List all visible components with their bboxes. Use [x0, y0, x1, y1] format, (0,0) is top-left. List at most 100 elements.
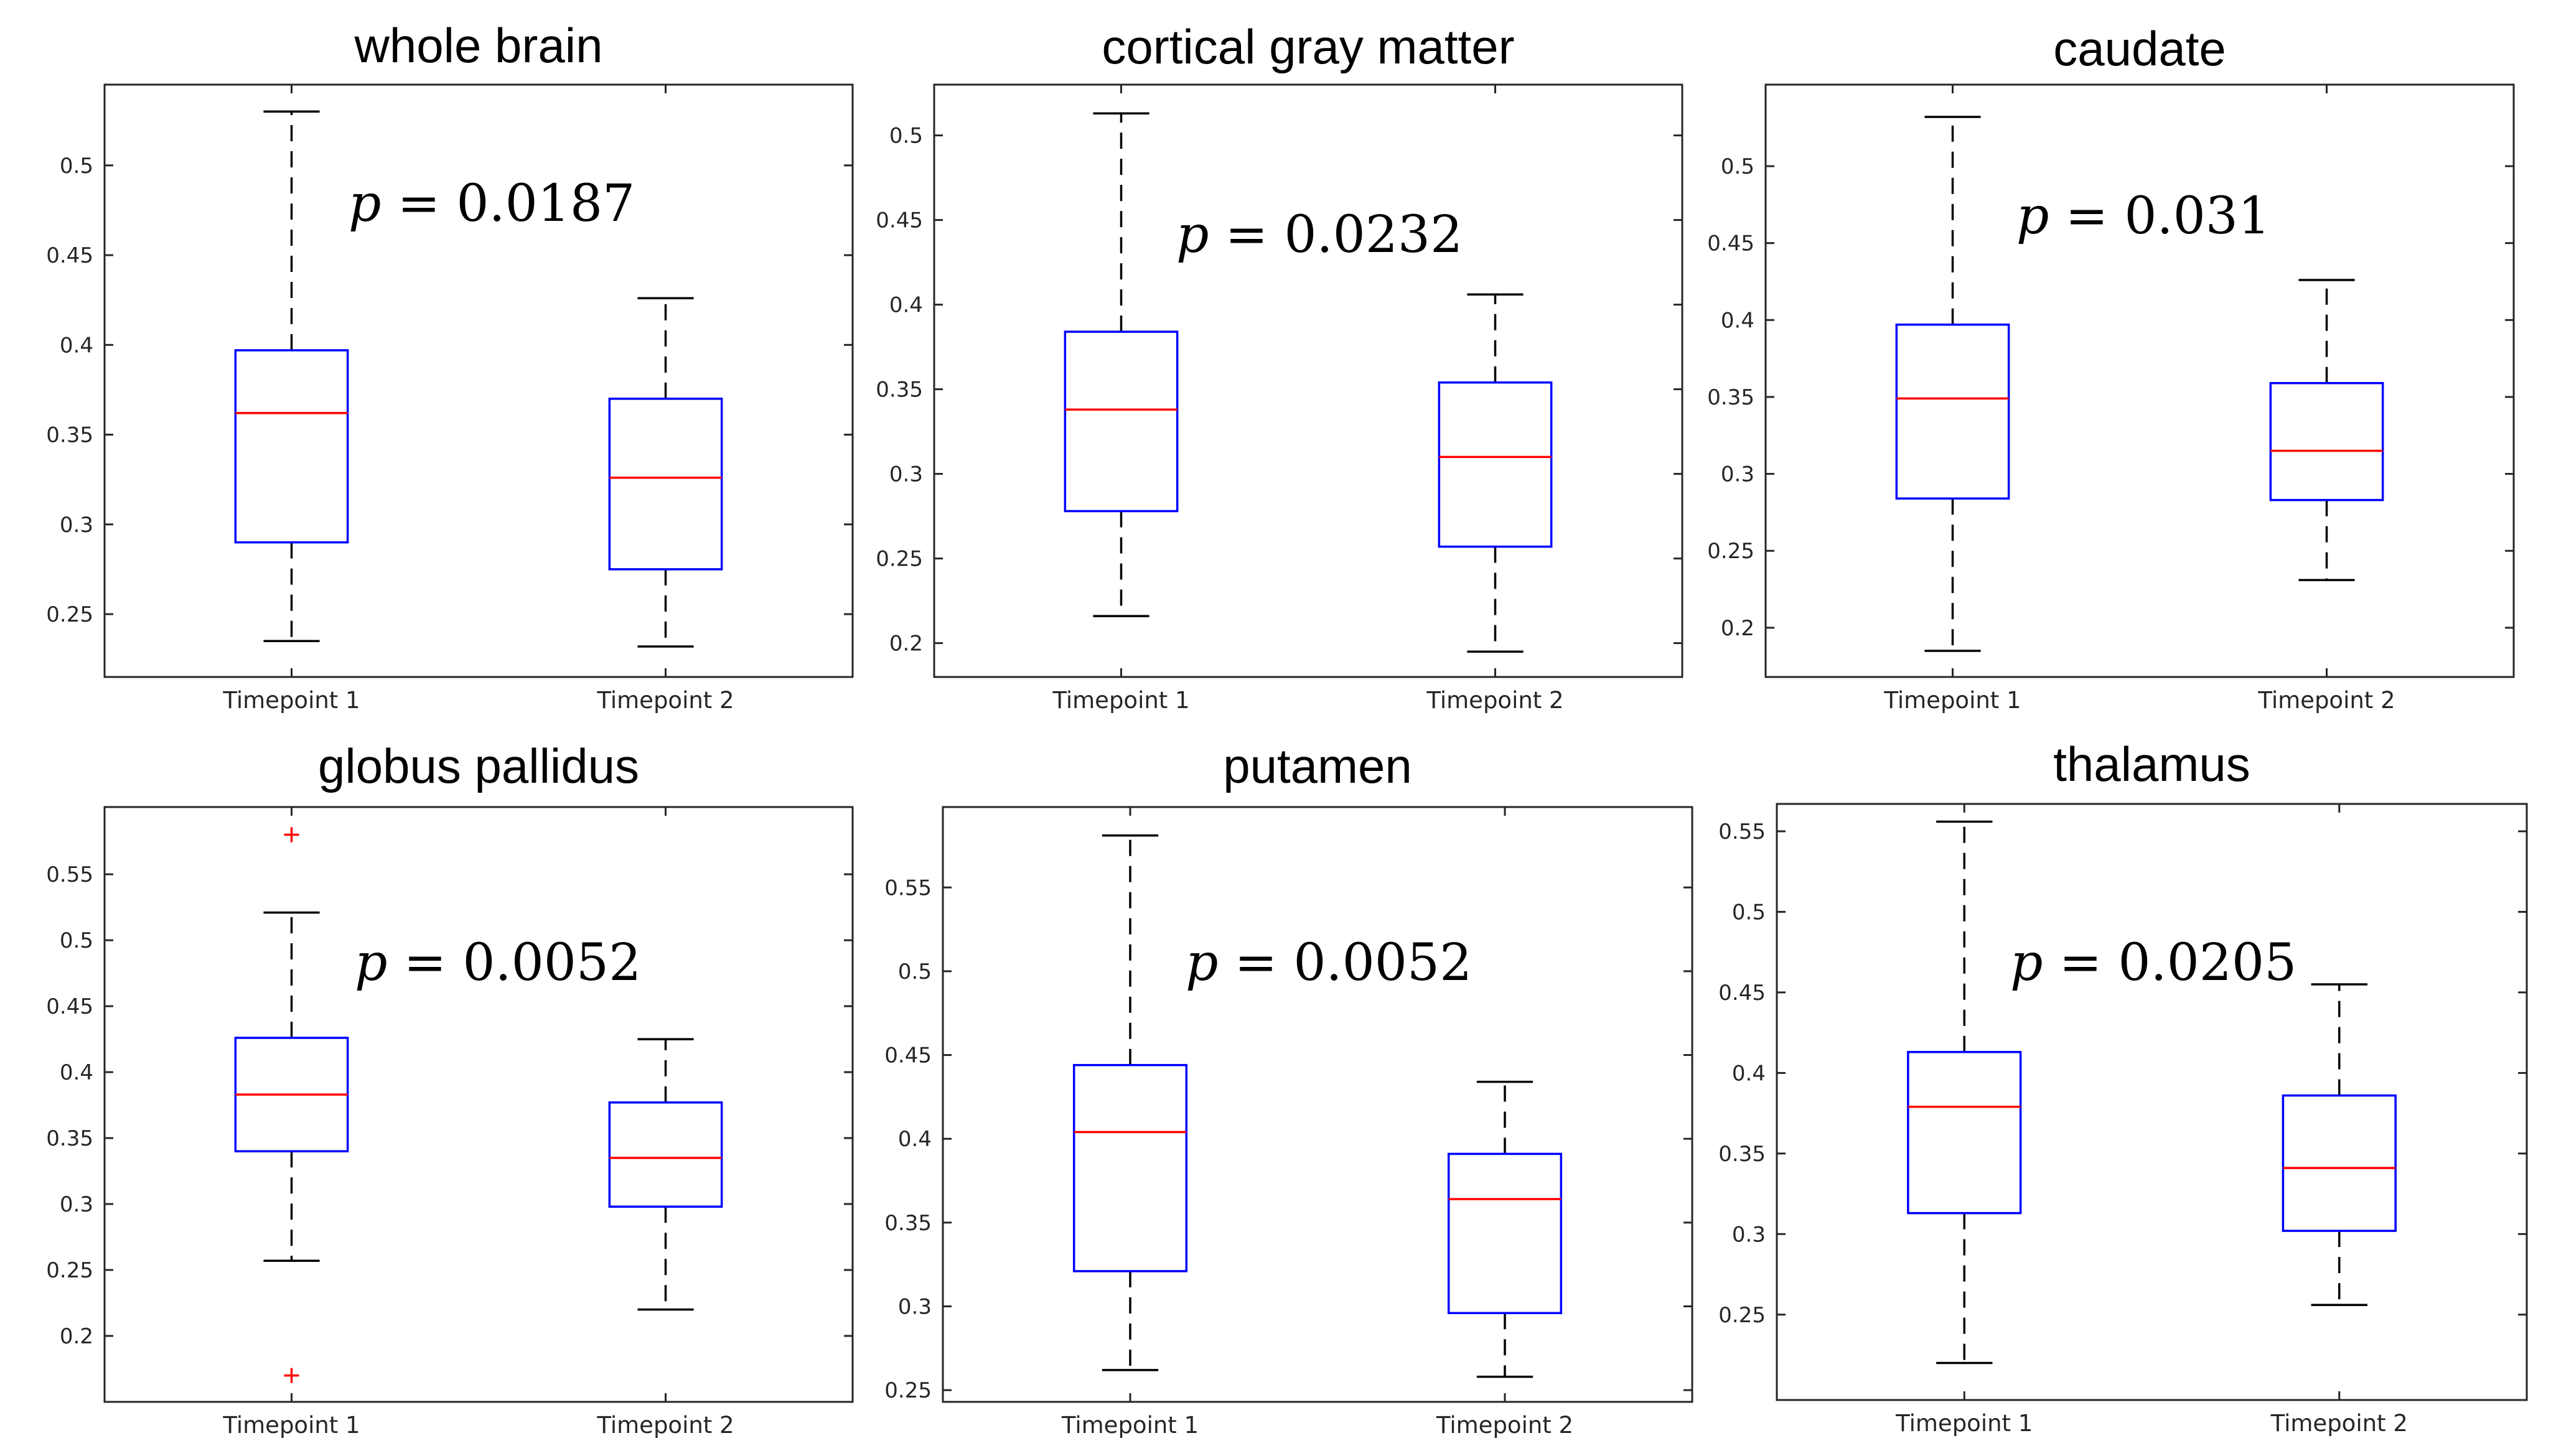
x-category-label: Timepoint 1 — [222, 687, 360, 714]
box-1: Timepoint 1 — [1895, 804, 2033, 1437]
box-2: Timepoint 2 — [1436, 807, 1573, 1439]
p-value-annotation: p = 0.031 — [2016, 187, 2270, 246]
axes-frame — [942, 806, 1693, 1403]
y-tick-label: 0.45 — [46, 243, 93, 268]
box-1: Timepoint 1 — [222, 807, 360, 1439]
y-tick-label: 0.5 — [60, 928, 93, 953]
y-tick-label: 0.25 — [46, 602, 93, 627]
iqr-box — [234, 349, 349, 544]
y-tick-label: 0.55 — [884, 875, 932, 900]
iqr-box — [608, 398, 723, 571]
panel-title: putamen — [1223, 739, 1412, 793]
y-tick-label: 0.4 — [898, 1127, 932, 1152]
y-tick-label: 0.45 — [1707, 231, 1754, 256]
y-tick-label: 0.4 — [60, 1060, 93, 1085]
y-tick-label: 0.45 — [876, 208, 923, 233]
box-2: Timepoint 2 — [2270, 804, 2408, 1437]
y-tick-label: 0.35 — [876, 378, 923, 403]
box-2: Timepoint 2 — [2257, 85, 2395, 714]
y-tick-label: 0.25 — [1707, 539, 1754, 564]
panel-5: putamen 0.25 0.3 0.35 0.4 0.45 0.5 0.55 Timepoin… — [884, 739, 1693, 1439]
y-tick-label: 0.25 — [1718, 1303, 1766, 1328]
x-category-label: Timepoint 2 — [596, 1412, 734, 1439]
y-tick-label: 0.3 — [60, 1192, 93, 1217]
iqr-box — [1447, 1152, 1563, 1315]
y-tick-label: 0.45 — [1718, 981, 1766, 1006]
panel-3: caudate 0.2 0.25 0.3 0.35 0.4 0.45 0.5 Timepoint… — [1707, 21, 2515, 714]
y-tick-label: 0.3 — [898, 1295, 932, 1320]
y-tick-label: 0.4 — [1721, 308, 1754, 333]
y-tick-label: 0.25 — [46, 1258, 93, 1283]
box-1: Timepoint 1 — [1052, 85, 1190, 714]
box-1: Timepoint 1 — [1061, 807, 1199, 1439]
iqr-box — [1072, 1063, 1188, 1272]
box-1: Timepoint 1 — [222, 85, 360, 714]
panel-title: thalamus — [2053, 737, 2250, 791]
box-2: Timepoint 2 — [596, 807, 734, 1439]
iqr-box — [1895, 323, 2010, 500]
x-category-label: Timepoint 2 — [596, 687, 734, 714]
p-value-annotation: p = 0.0052 — [1186, 933, 1472, 992]
iqr-box — [1907, 1050, 2022, 1215]
y-tick-label: 0.4 — [60, 333, 93, 358]
p-value-annotation: p = 0.0187 — [349, 174, 635, 233]
iqr-box — [1064, 330, 1179, 513]
y-tick-label: 0.45 — [46, 994, 93, 1019]
axes-frame — [103, 806, 854, 1403]
y-tick-label: 0.5 — [60, 154, 93, 179]
x-category-label: Timepoint 1 — [1895, 1410, 2033, 1437]
panel-title: caudate — [2053, 21, 2226, 76]
x-category-label: Timepoint 1 — [222, 1412, 360, 1439]
y-tick-label: 0.35 — [1718, 1142, 1766, 1167]
y-tick-label: 0.3 — [60, 513, 93, 538]
x-category-label: Timepoint 1 — [1883, 687, 2021, 714]
x-category-label: Timepoint 2 — [2270, 1410, 2408, 1437]
y-tick-label: 0.45 — [884, 1043, 932, 1068]
y-tick-label: 0.3 — [1732, 1222, 1766, 1247]
panel-title: cortical gray matter — [1102, 19, 1514, 74]
axes-frame — [1776, 803, 2528, 1401]
y-tick-label: 0.2 — [1721, 616, 1754, 641]
x-category-label: Timepoint 2 — [1436, 1412, 1573, 1439]
y-tick-label: 0.5 — [1732, 900, 1766, 925]
y-tick-label: 0.3 — [1721, 462, 1754, 487]
p-value-annotation: p = 0.0232 — [1176, 205, 1463, 264]
axes-frame — [933, 83, 1683, 678]
y-tick-label: 0.4 — [1732, 1061, 1766, 1086]
outlier-marker — [284, 1368, 299, 1383]
box-2: Timepoint 2 — [596, 85, 734, 714]
panel-4: globus pallidus 0.2 0.25 0.3 0.35 0.4 0.45 0.5 0… — [46, 739, 854, 1439]
y-tick-label: 0.3 — [889, 462, 923, 487]
y-tick-label: 0.2 — [60, 1324, 93, 1349]
iqr-box — [2269, 381, 2384, 502]
y-tick-label: 0.35 — [46, 1126, 93, 1151]
axes-frame — [103, 83, 854, 678]
x-category-label: Timepoint 1 — [1061, 1412, 1199, 1439]
y-tick-label: 0.55 — [46, 862, 93, 887]
axes-frame — [1764, 83, 2515, 678]
x-category-label: Timepoint 2 — [2257, 687, 2395, 714]
p-value-annotation: p = 0.0205 — [2010, 933, 2296, 992]
y-tick-label: 0.35 — [1707, 385, 1754, 410]
y-tick-label: 0.5 — [889, 124, 923, 149]
y-tick-label: 0.25 — [884, 1378, 932, 1403]
y-tick-label: 0.35 — [46, 423, 93, 448]
panel-2: cortical gray matter 0.2 0.25 0.3 0.35 0.4 0.4… — [876, 19, 1683, 714]
y-tick-label: 0.35 — [884, 1211, 932, 1236]
p-value-annotation: p = 0.0052 — [355, 933, 641, 992]
box-1: Timepoint 1 — [1883, 85, 2021, 714]
panel-title: globus pallidus — [318, 739, 639, 793]
x-category-label: Timepoint 1 — [1052, 687, 1189, 714]
iqr-box — [2282, 1094, 2397, 1232]
iqr-box — [1438, 381, 1553, 548]
y-tick-label: 0.2 — [889, 632, 923, 656]
panel-6: thalamus 0.25 0.3 0.35 0.4 0.45 0.5 0.55 Timepoi… — [1718, 737, 2528, 1437]
y-tick-label: 0.4 — [889, 293, 923, 318]
iqr-box — [608, 1101, 723, 1208]
y-tick-label: 0.5 — [1721, 154, 1754, 179]
panel-title: whole brain — [354, 18, 603, 73]
y-tick-label: 0.55 — [1718, 819, 1766, 844]
x-category-label: Timepoint 2 — [1426, 687, 1563, 714]
